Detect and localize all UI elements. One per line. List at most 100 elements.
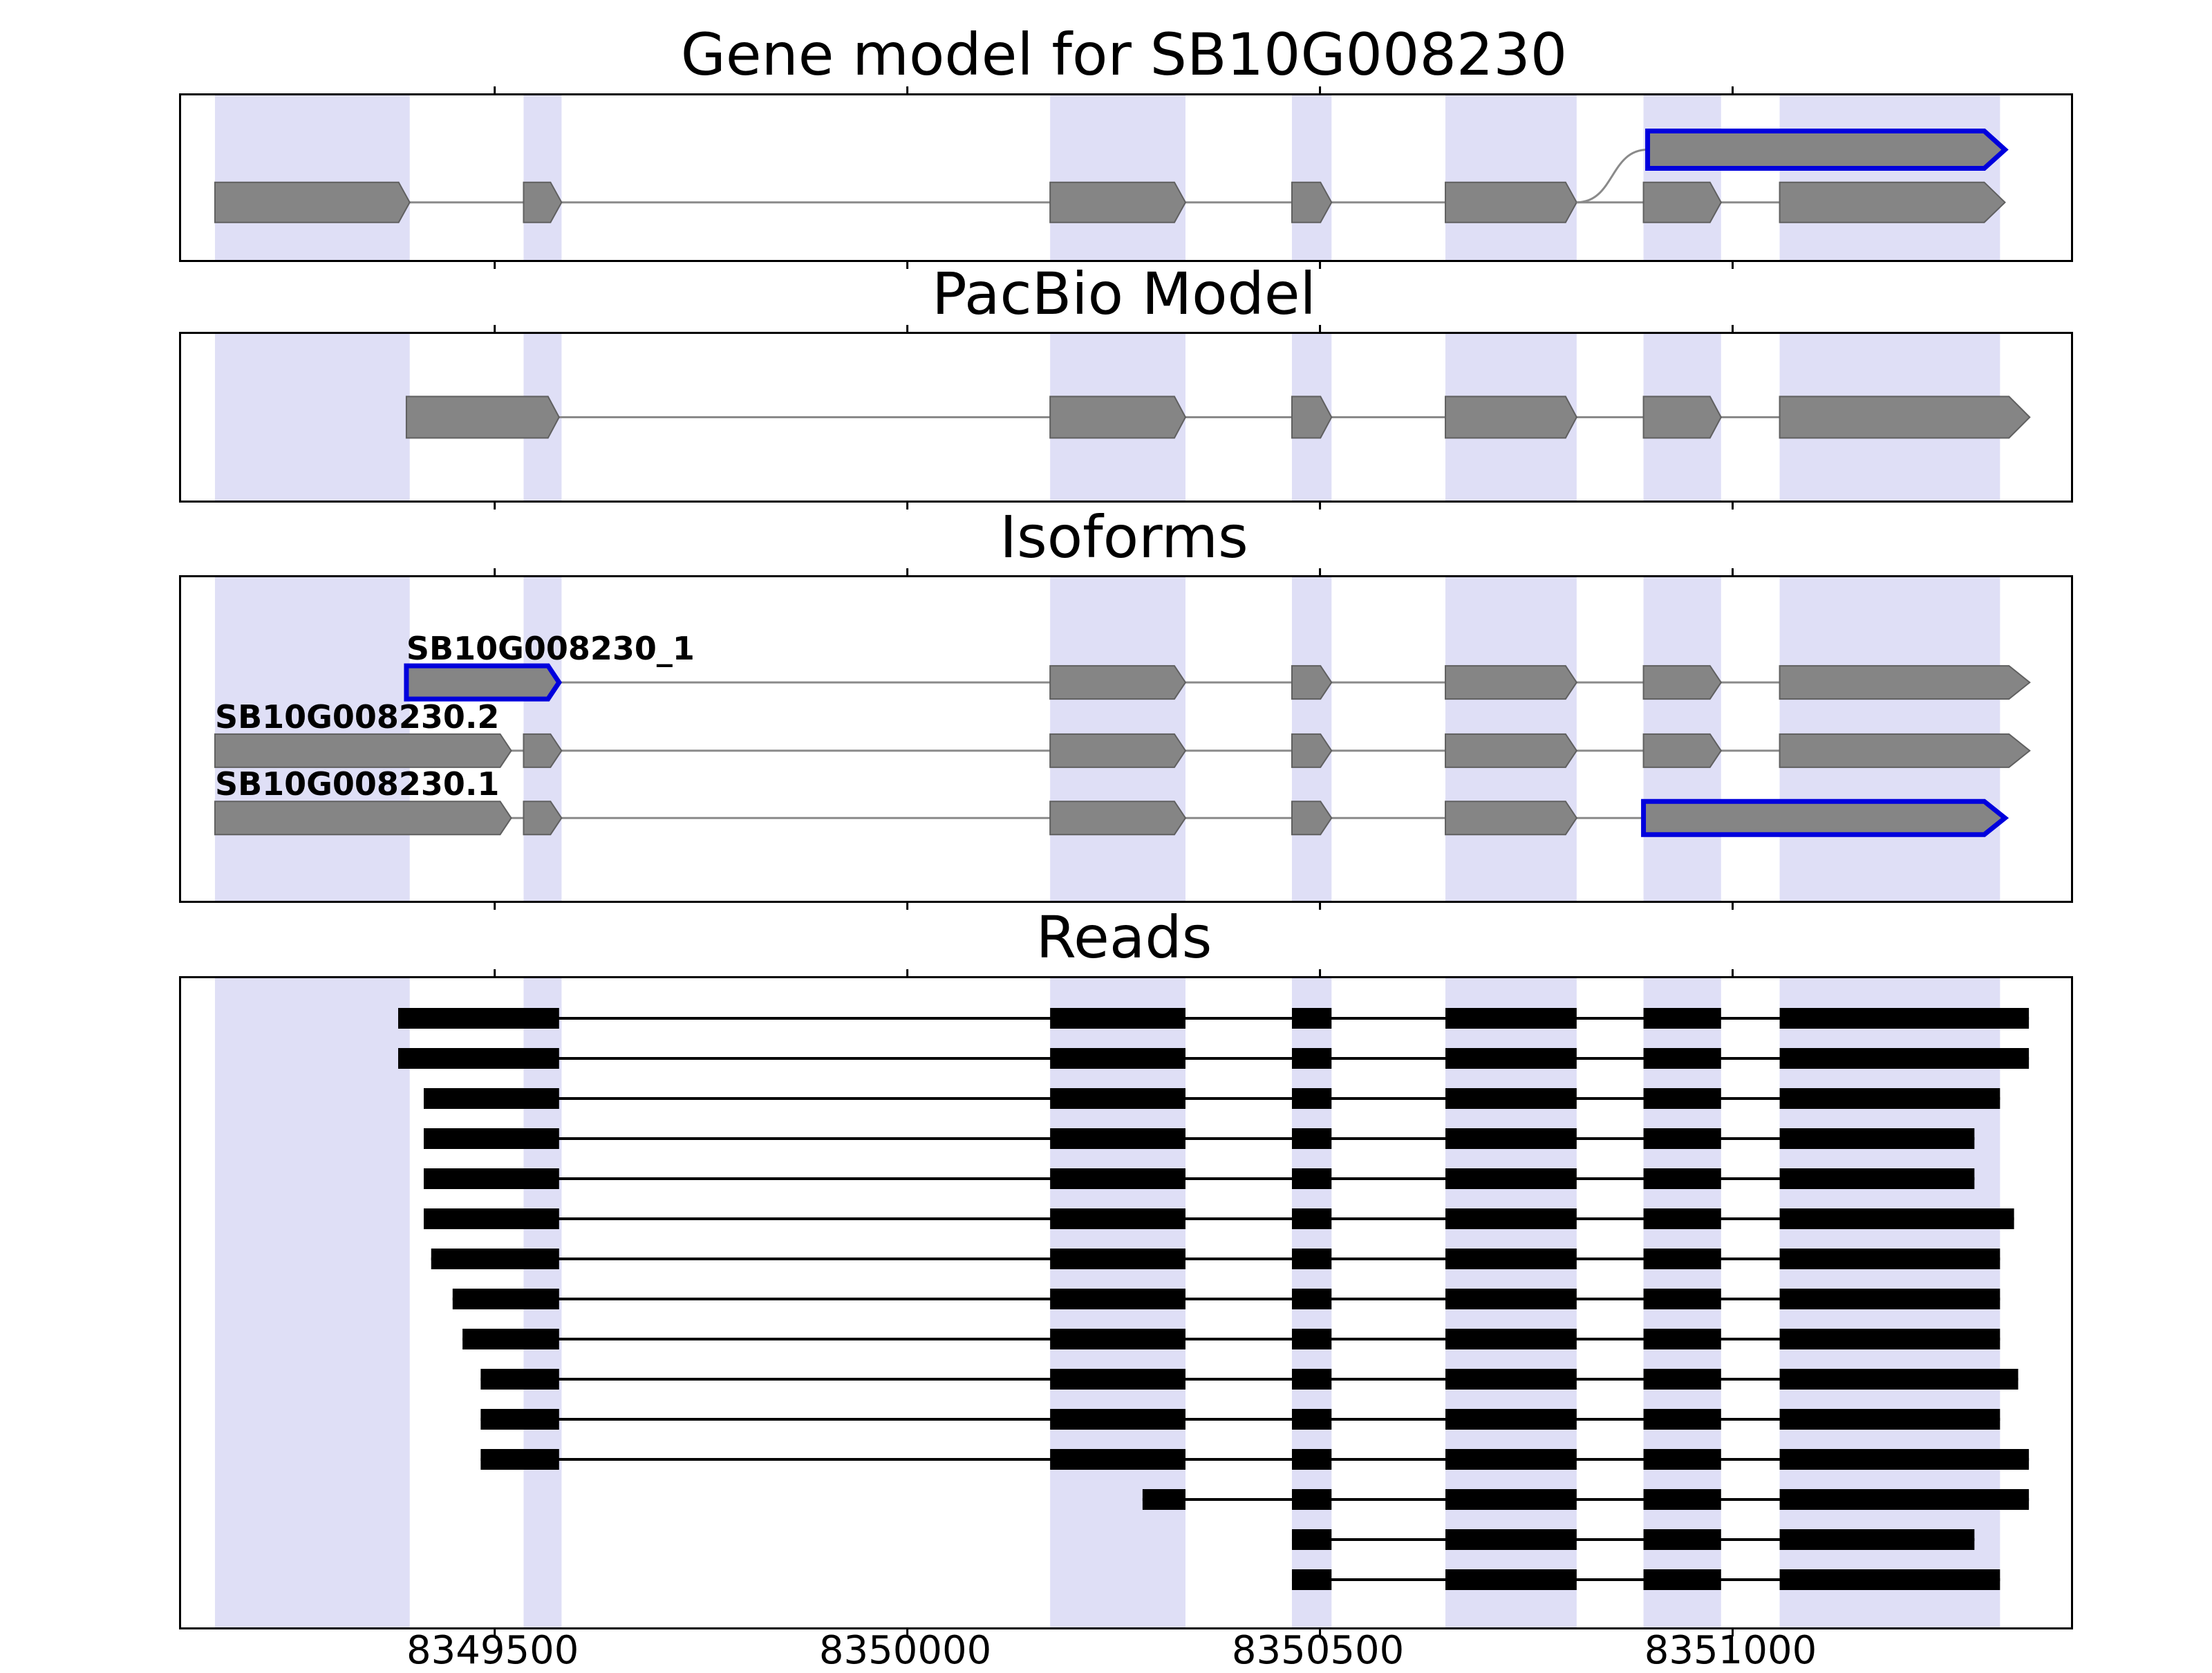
exon xyxy=(1049,395,1187,439)
exon xyxy=(1642,181,1722,223)
exon xyxy=(1641,798,2009,837)
read-block xyxy=(1643,1569,1721,1590)
read-block xyxy=(1291,1489,1332,1510)
read-block xyxy=(1050,1249,1185,1269)
read-row xyxy=(480,1409,2000,1430)
read-block xyxy=(1643,1048,1721,1069)
read-block xyxy=(1291,1048,1332,1069)
read-block xyxy=(1142,1489,1185,1510)
isoforms-title: Isoforms xyxy=(1000,503,1248,571)
exon xyxy=(1642,395,1722,439)
read-row xyxy=(1291,1569,2000,1590)
read-block xyxy=(1779,1569,2000,1590)
read-block xyxy=(1779,1529,1975,1550)
read-block xyxy=(1445,1449,1577,1470)
highlight-band xyxy=(1643,95,1721,260)
read-block xyxy=(1643,1008,1721,1029)
read-block xyxy=(1445,1369,1577,1390)
read-block xyxy=(1779,1289,2000,1309)
read-block xyxy=(480,1369,559,1390)
read-block xyxy=(1050,1449,1185,1470)
read-block xyxy=(480,1409,559,1430)
exon xyxy=(1445,801,1578,836)
read-block xyxy=(424,1128,559,1149)
highlight-band xyxy=(1445,95,1577,260)
highlight-band xyxy=(1291,95,1332,260)
read-block xyxy=(1445,1329,1577,1349)
read-block xyxy=(1445,1008,1577,1029)
read-block xyxy=(1643,1249,1721,1269)
read-block xyxy=(1779,1409,2000,1430)
read-block xyxy=(1779,1208,2014,1229)
exon xyxy=(1291,181,1333,223)
highlight-band xyxy=(1050,95,1185,260)
read-block xyxy=(480,1449,559,1470)
read-row xyxy=(480,1369,2018,1390)
read-block xyxy=(1291,1409,1332,1430)
read-block xyxy=(1445,1529,1577,1550)
read-block xyxy=(424,1208,559,1229)
read-block xyxy=(1050,1168,1185,1189)
read-block xyxy=(1445,1569,1577,1590)
exon xyxy=(1291,733,1333,768)
isoforms-panel: SB10G008230_1 SB10G008230.2 SB10G008230.1 xyxy=(179,568,2073,910)
read-block xyxy=(1050,1128,1185,1149)
exon xyxy=(1445,665,1578,700)
read-block xyxy=(1779,1249,2000,1269)
reads-title: Reads xyxy=(1035,904,1212,971)
read-block xyxy=(462,1329,559,1349)
read-block xyxy=(1291,1569,1332,1590)
read-block xyxy=(1643,1489,1721,1510)
exon xyxy=(523,181,563,223)
read-row xyxy=(452,1289,2000,1309)
read-block xyxy=(1445,1409,1577,1430)
read-row xyxy=(397,1008,2030,1029)
gene-model-panel xyxy=(179,86,2073,269)
exon xyxy=(1445,181,1578,223)
gene-model-title: Gene model for SB10G008230 xyxy=(680,21,1568,88)
read-block xyxy=(431,1249,559,1269)
read-row xyxy=(424,1208,2014,1229)
read-block xyxy=(1643,1409,1721,1430)
read-block xyxy=(1445,1168,1577,1189)
read-row xyxy=(397,1048,2030,1069)
read-block xyxy=(1779,1168,1975,1189)
read-row xyxy=(1291,1529,1975,1550)
read-block xyxy=(1779,1088,2000,1109)
x-tick-label: 8349500 xyxy=(406,1628,579,1673)
read-block xyxy=(1643,1289,1721,1309)
read-row xyxy=(424,1168,1975,1189)
read-block xyxy=(1779,1369,2018,1390)
read-block xyxy=(1643,1168,1721,1189)
exon xyxy=(1049,181,1187,223)
x-tick-label: 8351000 xyxy=(1644,1628,1817,1673)
exon xyxy=(1049,665,1187,700)
exon xyxy=(1779,395,2031,439)
exon xyxy=(1779,665,2031,700)
read-block xyxy=(1445,1128,1577,1149)
exon xyxy=(1645,129,2009,171)
exon xyxy=(1779,181,2006,223)
exon xyxy=(404,663,563,702)
read-block xyxy=(1291,1128,1332,1149)
read-block xyxy=(1643,1208,1721,1229)
read-block xyxy=(1643,1529,1721,1550)
read-block xyxy=(1445,1088,1577,1109)
highlight-band xyxy=(214,978,410,1627)
read-block xyxy=(1643,1449,1721,1470)
read-block xyxy=(1445,1489,1577,1510)
reads-panel xyxy=(179,969,2073,1636)
exon xyxy=(214,181,411,223)
read-block xyxy=(1291,1208,1332,1229)
exon xyxy=(523,801,563,836)
exon xyxy=(214,733,512,768)
exon xyxy=(1049,801,1187,836)
isoform-label: SB10G008230_1 xyxy=(406,630,695,667)
read-row xyxy=(424,1088,2000,1109)
splice-connector xyxy=(1576,149,1648,204)
pacbio-model-panel xyxy=(179,325,2073,510)
exon xyxy=(1291,395,1333,439)
read-block xyxy=(424,1168,559,1189)
read-row xyxy=(462,1329,2000,1349)
